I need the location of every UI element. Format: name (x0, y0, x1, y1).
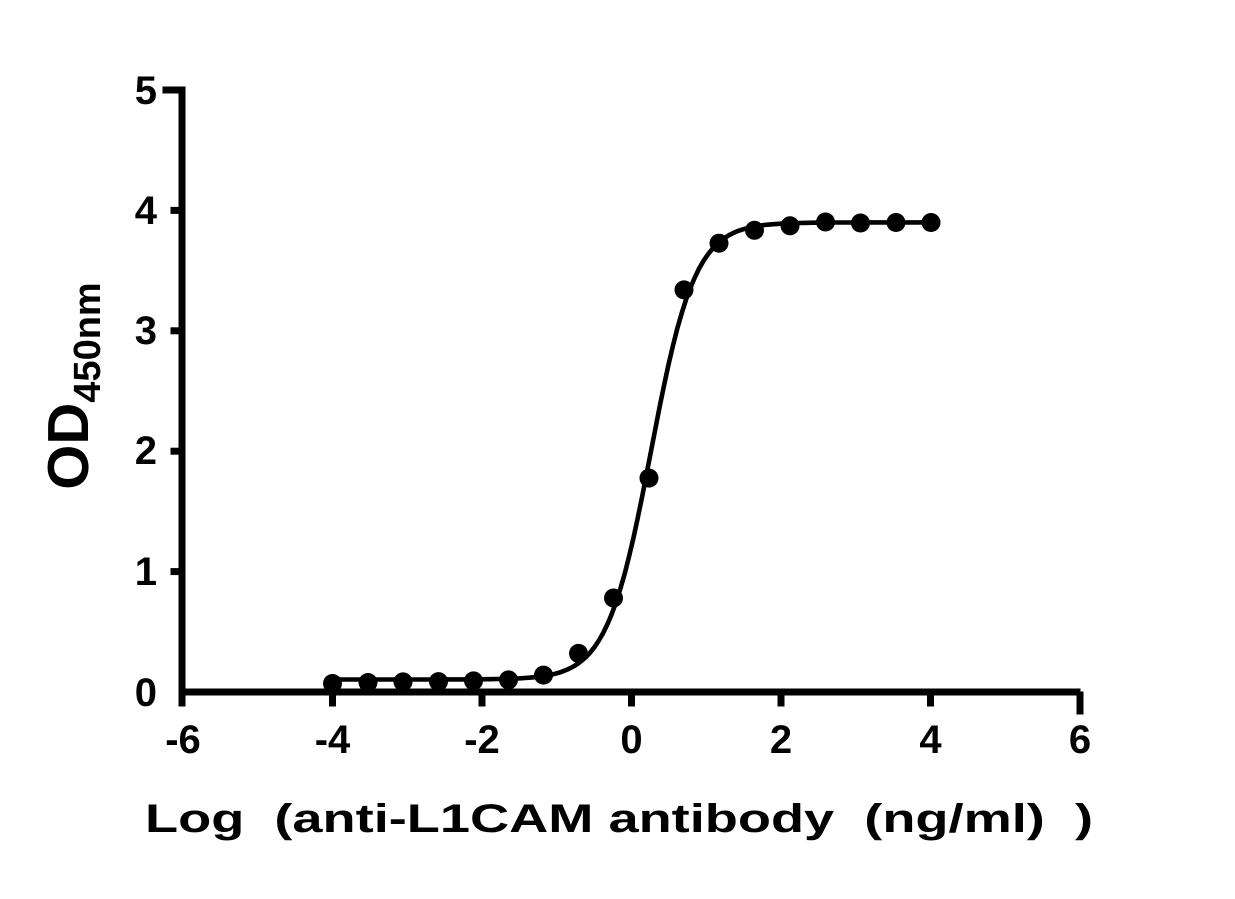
svg-text:-6: -6 (165, 718, 201, 762)
svg-text:6: 6 (1069, 718, 1091, 762)
svg-text:5: 5 (135, 69, 157, 113)
svg-text:4: 4 (919, 718, 942, 762)
svg-text:0: 0 (135, 671, 157, 715)
svg-text:0: 0 (620, 718, 642, 762)
svg-text:-4: -4 (315, 718, 351, 762)
svg-text:2: 2 (770, 718, 792, 762)
svg-text:2: 2 (135, 429, 157, 473)
svg-text:4: 4 (135, 189, 158, 233)
svg-text:-2: -2 (464, 718, 500, 762)
svg-text:1: 1 (135, 550, 157, 594)
svg-text:3: 3 (135, 309, 157, 353)
svg-text:Log (anti-L1CAM antibody (ng: Log (anti-L1CAM antibody (ng/ml) ) (145, 797, 1093, 841)
